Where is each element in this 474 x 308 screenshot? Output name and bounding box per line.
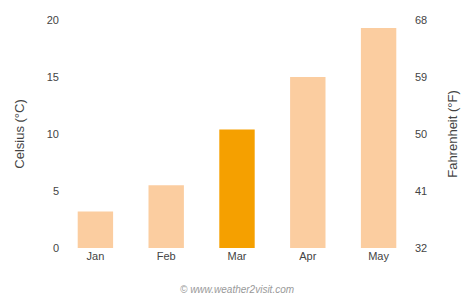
svg-text:© www.weather2visit.com: © www.weather2visit.com xyxy=(180,284,294,295)
svg-text:20: 20 xyxy=(47,14,59,26)
svg-text:32: 32 xyxy=(415,242,427,254)
svg-text:Mar: Mar xyxy=(228,250,247,262)
svg-text:Apr: Apr xyxy=(299,250,316,262)
svg-text:May: May xyxy=(368,250,389,262)
svg-text:Fahrenheit (°F): Fahrenheit (°F) xyxy=(445,90,460,178)
svg-text:41: 41 xyxy=(415,185,427,197)
svg-text:Feb: Feb xyxy=(157,250,176,262)
svg-text:15: 15 xyxy=(47,71,59,83)
svg-text:10: 10 xyxy=(47,128,59,140)
svg-text:0: 0 xyxy=(53,242,59,254)
svg-text:5: 5 xyxy=(53,185,59,197)
svg-text:Jan: Jan xyxy=(87,250,105,262)
svg-text:59: 59 xyxy=(415,71,427,83)
svg-text:Celsius (°C): Celsius (°C) xyxy=(12,99,27,168)
svg-text:50: 50 xyxy=(415,128,427,140)
svg-text:68: 68 xyxy=(415,14,427,26)
